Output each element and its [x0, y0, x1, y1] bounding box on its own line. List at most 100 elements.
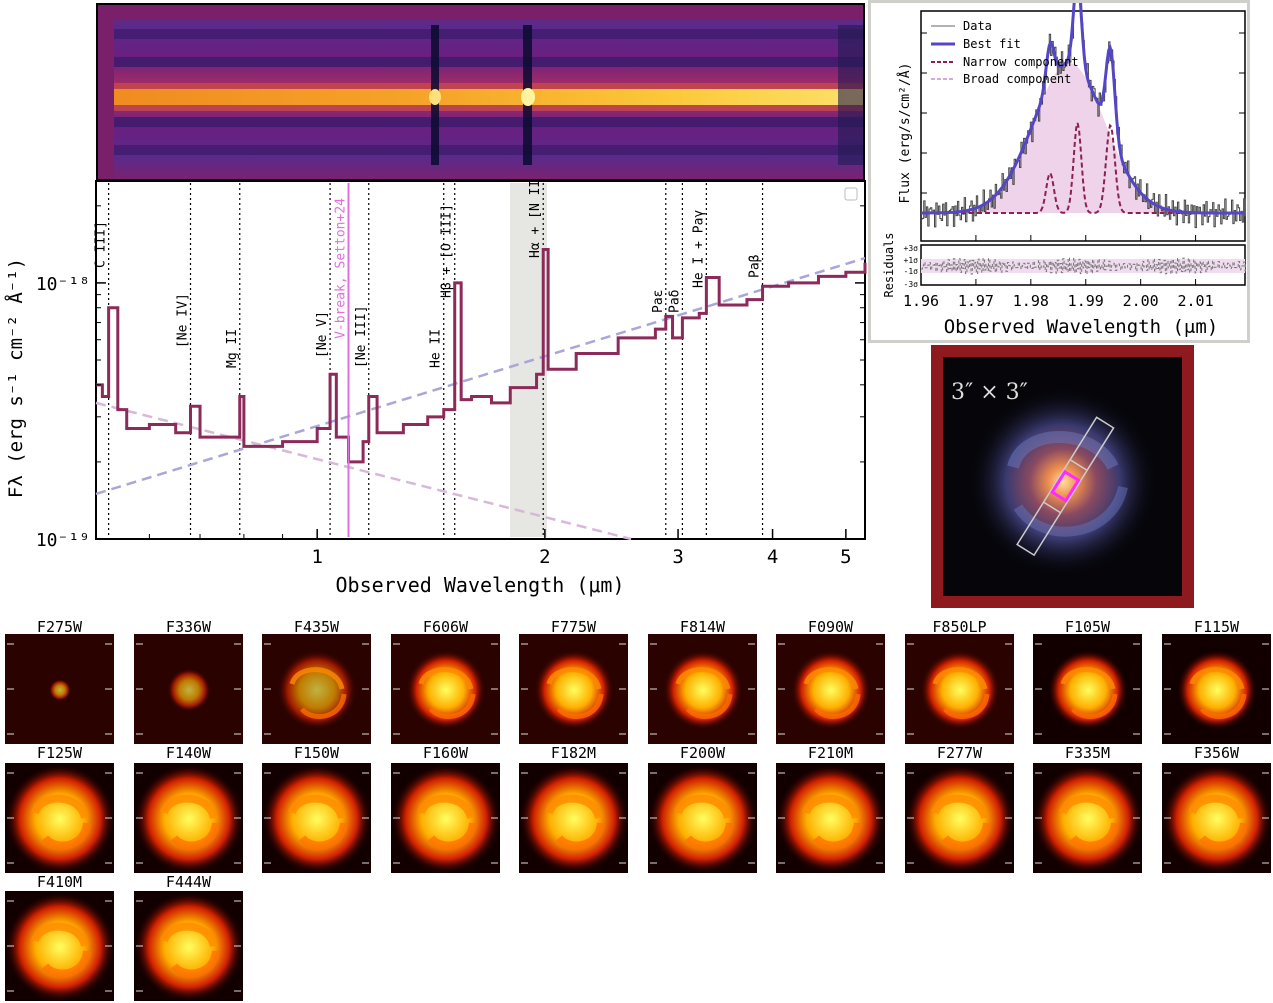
main-xtick-0: 1: [311, 546, 322, 568]
filter-label-F140W: F140W: [165, 744, 212, 762]
filter-label-F775W: F775W: [550, 618, 597, 636]
main-xlabel: Observed Wavelength (μm): [336, 573, 625, 597]
main-ylabel: Fλ (erg s⁻¹ cm⁻² Å⁻¹): [4, 258, 27, 498]
legend-best-fit: Best fit: [963, 37, 1021, 51]
residual-line: [921, 257, 1246, 275]
filter-image-F814W: [648, 634, 757, 744]
filter-image-F182M: [519, 763, 628, 873]
filter-label-F336W: F336W: [165, 618, 212, 636]
main-xtick-2: 3: [672, 546, 683, 568]
continuum-pink: [95, 401, 632, 541]
inset-xtick-4: 2.00: [1123, 292, 1159, 310]
filter-image-F335M: [1033, 763, 1142, 873]
filter-image-F140W: [134, 763, 243, 873]
filter-label-F150W: F150W: [293, 744, 340, 762]
filter-label-F182M: F182M: [550, 744, 597, 762]
filter-label-F115W: F115W: [1193, 618, 1240, 636]
legend-narrow: Narrow component: [963, 55, 1079, 69]
filter-label-F410M: F410M: [36, 873, 83, 891]
main-plot-frame: [95, 180, 866, 540]
filter-label-F335M: F335M: [1064, 744, 1111, 762]
spectrum-2d-image: [96, 3, 865, 181]
filter-image-F150W: [262, 763, 371, 873]
residual-tick-1: +1σ: [904, 256, 919, 265]
filter-image-F277W: [905, 763, 1014, 873]
inset-xtick-5: 2.01: [1178, 292, 1214, 310]
spectrum-line: [96, 248, 867, 464]
filter-image-F444W: [134, 891, 243, 1001]
line-label-10: He I + Paγ: [691, 210, 706, 288]
rgb-galaxy-svg: 3″ × 3″: [951, 380, 1158, 577]
filter-image-F160W: [391, 763, 500, 873]
residual-tick-2: -1σ: [904, 267, 919, 276]
residual-ylabel: Residuals: [882, 232, 896, 297]
filter-label-F850LP: F850LP: [932, 618, 987, 636]
line-label-1: [Ne IV]: [175, 293, 190, 348]
line-label-8: Paε: [651, 290, 666, 313]
filter-image-F090W: [776, 634, 885, 744]
line-label-4: [Ne III]: [354, 305, 369, 368]
filter-image-F105W: [1033, 634, 1142, 744]
filter-label-F356W: F356W: [1193, 744, 1240, 762]
filter-image-F200W: [648, 763, 757, 873]
filter-image-F606W: [391, 634, 500, 744]
filter-image-F850LP: [905, 634, 1014, 744]
line-label-11: Paβ: [748, 254, 763, 278]
filter-image-F435W: [262, 634, 371, 744]
main-xtick-4: 5: [840, 546, 851, 568]
rgb-image-frame: 3″ × 3″: [931, 345, 1194, 608]
line-label-3: [Ne V]: [315, 311, 330, 358]
line-label-6: Hβ + [O III]: [440, 204, 455, 298]
filter-label-F444W: F444W: [165, 873, 212, 891]
line-label-5: He II: [429, 329, 444, 368]
filter-label-F275W: F275W: [36, 618, 83, 636]
filter-image-F410M: [5, 891, 114, 1001]
spectrum-2d-svg: [98, 5, 863, 179]
legend-box: [844, 187, 858, 201]
filter-label-F814W: F814W: [679, 618, 726, 636]
main-xtick-3: 4: [767, 546, 778, 568]
filter-label-F105W: F105W: [1064, 618, 1111, 636]
line-label-7: Hα + [N II]: [528, 178, 543, 258]
residual-tick-0: +3σ: [904, 244, 919, 253]
broad-component-fill: [921, 63, 1245, 213]
line-label-9: Paδ: [667, 290, 682, 313]
filter-image-F775W: [519, 634, 628, 744]
continuum-blue: [95, 256, 866, 496]
filter-image-F275W: [5, 634, 114, 744]
rgb-galaxy-image: 3″ × 3″: [943, 357, 1182, 596]
inset-xlabel: Observed Wavelength (μm): [944, 316, 1219, 338]
inset-xtick-2: 1.98: [1013, 292, 1049, 310]
main-ytick-1: 10⁻¹⁸: [36, 274, 90, 295]
slit-outline: [1016, 416, 1115, 557]
filter-label-F210M: F210M: [807, 744, 854, 762]
main-xtick-1: 2: [539, 546, 550, 568]
line-label-0: C III]: [94, 221, 109, 268]
filter-label-F277W: F277W: [936, 744, 983, 762]
inset-ylabel: Flux (erg/s/cm²/Å): [897, 63, 913, 204]
legend-broad: Broad component: [963, 72, 1071, 86]
inset-xtick-0: 1.96: [903, 292, 939, 310]
filter-image-F125W: [5, 763, 114, 873]
inset-chart: 1.96 1.97 1.98 1.99 2.00 2.01 +3σ +1σ -1σ -3σ Dat…: [882, 3, 1246, 338]
main-ytick-0: 10⁻¹⁹: [36, 530, 90, 551]
filter-label-F200W: F200W: [679, 744, 726, 762]
main-spectrum-chart: C III] [Ne IV] Mg II [Ne V] [Ne III] He II Hβ …: [4, 178, 867, 597]
residual-tick-3: -3σ: [904, 280, 919, 289]
inset-legend: Data Best fit Narrow component Broad com…: [931, 19, 1079, 86]
inset-xtick-3: 1.99: [1068, 292, 1104, 310]
filter-image-F210M: [776, 763, 885, 873]
filter-label-F606W: F606W: [422, 618, 469, 636]
best-fit-line: [920, 3, 1245, 215]
filter-image-F115W: [1162, 634, 1271, 744]
filter-label-F125W: F125W: [36, 744, 83, 762]
filter-label-F160W: F160W: [422, 744, 469, 762]
filter-image-F356W: [1162, 763, 1271, 873]
line-label-2: Mg II: [225, 329, 240, 368]
inset-xtick-1: 1.97: [958, 292, 994, 310]
slit-aperture: [1050, 469, 1081, 503]
filter-label-F090W: F090W: [807, 618, 854, 636]
inset-panel: 1.96 1.97 1.98 1.99 2.00 2.01 +3σ +1σ -1σ -3σ Dat…: [868, 0, 1250, 343]
filter-image-F336W: [134, 634, 243, 744]
vbreak-label: V-break, Setton+24: [333, 198, 348, 339]
